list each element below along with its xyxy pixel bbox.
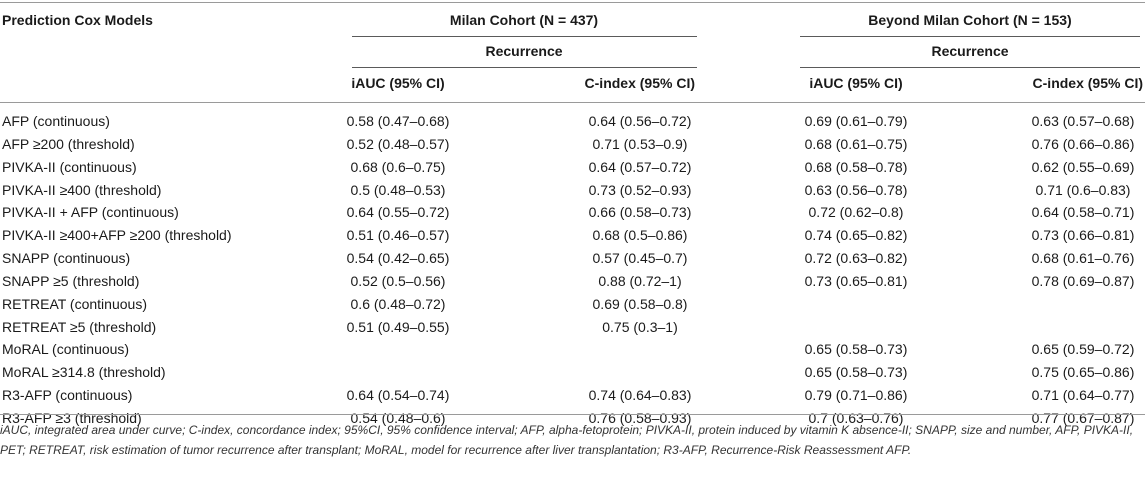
cell-beyond-cindex: 0.78 (0.69–0.87) <box>1031 272 1135 289</box>
cell-beyond-cindex: 0.71 (0.6–0.83) <box>1035 181 1131 198</box>
cell-milan-cindex: 0.71 (0.53–0.9) <box>592 135 688 152</box>
cell-milan-cindex: 0.68 (0.5–0.86) <box>592 227 688 244</box>
table-row: R3-AFP ≥3 (threshold) 0.54 (0.48–0.6) 0.76… <box>0 407 1145 430</box>
cell-beyond-iauc: 0.65 (0.58–0.73) <box>804 341 908 358</box>
table-row: MoRAL ≥314.8 (threshold) 0.65 (0.58–0.73)… <box>0 361 1145 384</box>
cell-milan-iauc: 0.51 (0.46–0.57) <box>346 227 450 244</box>
table-row: AFP (continuous) 0.58 (0.47–0.68) 0.64 (0.… <box>0 110 1145 133</box>
cell-beyond-iauc: 0.65 (0.58–0.73) <box>804 364 908 381</box>
cell-beyond-iauc: 0.74 (0.65–0.82) <box>804 227 908 244</box>
cell-milan-iauc: 0.54 (0.42–0.65) <box>346 250 450 267</box>
cell-milan-cindex: 0.66 (0.58–0.73) <box>588 204 692 221</box>
cell-milan-iauc: 0.6 (0.48–0.72) <box>350 295 446 312</box>
cell-milan-cindex: 0.57 (0.45–0.7) <box>592 250 688 267</box>
cell-milan-iauc: 0.64 (0.55–0.72) <box>346 204 450 221</box>
table-row: PIVKA-II ≥400 (threshold) 0.5 (0.48–0.53)… <box>0 179 1145 202</box>
beyond-recurrence-rule <box>800 67 1140 68</box>
cell-milan-cindex: 0.76 (0.58–0.93) <box>588 409 692 426</box>
cell-beyond-cindex: 0.68 (0.61–0.76) <box>1031 250 1135 267</box>
cell-milan-iauc: 0.52 (0.5–0.56) <box>350 272 446 289</box>
table-row: MoRAL (continuous) 0.65 (0.58–0.73) 0.65 (… <box>0 338 1145 361</box>
table-row: R3-AFP (continuous) 0.64 (0.54–0.74) 0.74 … <box>0 384 1145 407</box>
header-bottom-rule <box>0 102 1145 103</box>
cell-model: PIVKA-II ≥400+AFP ≥200 (threshold) <box>2 227 232 244</box>
cell-beyond-cindex: 0.73 (0.66–0.81) <box>1031 227 1135 244</box>
cell-beyond-cindex: 0.64 (0.58–0.71) <box>1031 204 1135 221</box>
cell-beyond-cindex: 0.62 (0.55–0.69) <box>1031 158 1135 175</box>
table-row: PIVKA-II + AFP (continuous) 0.64 (0.55–0.… <box>0 201 1145 224</box>
cell-milan-iauc: 0.68 (0.6–0.75) <box>350 158 446 175</box>
cell-beyond-cindex: 0.77 (0.67–0.87) <box>1031 409 1135 426</box>
table-row: PIVKA-II (continuous) 0.68 (0.6–0.75) 0.64… <box>0 156 1145 179</box>
cell-milan-iauc: 0.54 (0.48–0.6) <box>350 409 446 426</box>
header-model: Prediction Cox Models <box>2 12 153 28</box>
header-recurrence-milan: Recurrence <box>485 43 563 59</box>
cell-milan-iauc: 0.51 (0.49–0.55) <box>346 318 450 335</box>
beyond-span-rule <box>800 36 1140 37</box>
header-iauc-beyond: iAUC (95% CI) <box>809 75 903 91</box>
table-row: AFP ≥200 (threshold) 0.52 (0.48–0.57) 0.71… <box>0 133 1145 156</box>
cell-milan-cindex: 0.73 (0.52–0.93) <box>588 181 692 198</box>
cell-model: R3-AFP ≥3 (threshold) <box>2 409 142 426</box>
cell-model: SNAPP ≥5 (threshold) <box>2 272 140 289</box>
cell-model: PIVKA-II (continuous) <box>2 158 137 175</box>
cell-model: AFP (continuous) <box>2 113 110 129</box>
cell-milan-cindex: 0.69 (0.58–0.8) <box>592 295 688 312</box>
cell-milan-cindex: 0.64 (0.57–0.72) <box>588 158 692 175</box>
cell-beyond-iauc: 0.79 (0.71–0.86) <box>804 387 908 404</box>
cell-milan-cindex: 0.74 (0.64–0.83) <box>588 387 692 404</box>
milan-span-rule <box>352 36 697 37</box>
cell-model: RETREAT (continuous) <box>2 295 147 312</box>
cell-model: MoRAL (continuous) <box>2 341 130 358</box>
cell-beyond-iauc: 0.68 (0.61–0.75) <box>804 135 908 152</box>
cell-beyond-cindex: 0.63 (0.57–0.68) <box>1031 113 1135 129</box>
header-beyond-milan-cohort: Beyond Milan Cohort (N = 153) <box>868 12 1072 28</box>
milan-recurrence-rule <box>352 67 697 68</box>
cell-beyond-iauc: 0.72 (0.62–0.8) <box>808 204 904 221</box>
cell-beyond-cindex: 0.75 (0.65–0.86) <box>1031 364 1135 381</box>
table-row: SNAPP ≥5 (threshold) 0.52 (0.5–0.56) 0.88 … <box>0 270 1145 293</box>
cell-model: AFP ≥200 (threshold) <box>2 135 135 152</box>
cell-model: MoRAL ≥314.8 (threshold) <box>2 364 166 381</box>
header-recurrence-beyond: Recurrence <box>931 43 1009 59</box>
cell-beyond-cindex: 0.65 (0.59–0.72) <box>1031 341 1135 358</box>
table-row: SNAPP (continuous) 0.54 (0.42–0.65) 0.57 (… <box>0 247 1145 270</box>
cell-milan-cindex: 0.75 (0.3–1) <box>602 318 678 335</box>
table-bottom-rule <box>0 414 1145 415</box>
header-cindex-milan: C-index (95% CI) <box>584 75 695 91</box>
cell-beyond-cindex: 0.71 (0.64–0.77) <box>1031 387 1135 404</box>
cell-beyond-iauc: 0.7 (0.63–0.76) <box>808 409 904 426</box>
table-row: RETREAT ≥5 (threshold) 0.51 (0.49–0.55) 0.… <box>0 316 1145 339</box>
cell-milan-iauc: 0.58 (0.47–0.68) <box>346 113 450 129</box>
cell-beyond-cindex: 0.76 (0.66–0.86) <box>1031 135 1135 152</box>
cell-model: RETREAT ≥5 (threshold) <box>2 318 157 335</box>
cell-model: PIVKA-II ≥400 (threshold) <box>2 181 162 198</box>
cell-milan-iauc: 0.64 (0.54–0.74) <box>346 387 450 404</box>
table-body: AFP (continuous) 0.58 (0.47–0.68) 0.64 (0.… <box>0 110 1145 430</box>
cell-milan-cindex: 0.88 (0.72–1) <box>598 272 682 289</box>
cell-beyond-iauc: 0.69 (0.61–0.79) <box>804 113 908 129</box>
cell-beyond-iauc: 0.68 (0.58–0.78) <box>804 158 908 175</box>
table-top-rule <box>0 2 1145 3</box>
cell-milan-iauc: 0.52 (0.48–0.57) <box>346 135 450 152</box>
cell-beyond-iauc: 0.63 (0.56–0.78) <box>804 181 908 198</box>
cell-beyond-iauc: 0.72 (0.63–0.82) <box>804 250 908 267</box>
cell-model: PIVKA-II + AFP (continuous) <box>2 204 179 221</box>
cell-milan-iauc: 0.5 (0.48–0.53) <box>350 181 446 198</box>
table-row: PIVKA-II ≥400+AFP ≥200 (threshold) 0.51 (… <box>0 224 1145 247</box>
cell-model: SNAPP (continuous) <box>2 250 131 267</box>
table-footnote: iAUC, integrated area under curve; C-ind… <box>0 423 1134 457</box>
table-row: RETREAT (continuous) 0.6 (0.48–0.72) 0.69 … <box>0 293 1145 316</box>
header-milan-cohort: Milan Cohort (N = 437) <box>449 12 599 28</box>
cell-beyond-iauc: 0.73 (0.65–0.81) <box>804 272 908 289</box>
cell-milan-cindex: 0.64 (0.56–0.72) <box>588 113 692 129</box>
cell-model: R3-AFP (continuous) <box>2 387 133 404</box>
header-cindex-beyond: C-index (95% CI) <box>1032 75 1143 91</box>
header-iauc-milan: iAUC (95% CI) <box>351 75 445 91</box>
